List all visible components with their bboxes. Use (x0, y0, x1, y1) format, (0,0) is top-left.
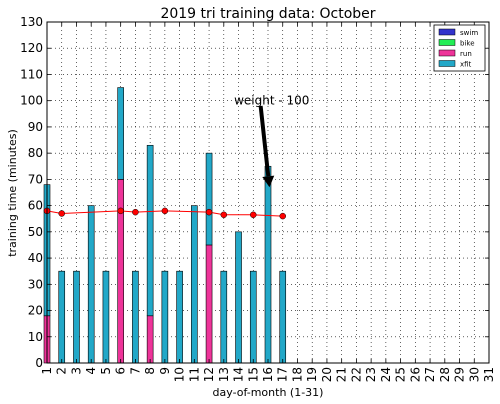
x-tick-label: 19 (305, 367, 319, 382)
annotation-arrow-shaft (258, 105, 271, 177)
x-tick-label: 22 (349, 367, 363, 382)
y-tick-label: 60 (28, 199, 43, 213)
x-tick-label: 16 (261, 367, 275, 382)
y-tick-label: 20 (28, 304, 43, 318)
weight-point (205, 208, 213, 216)
legend: swim bike run xfit (433, 24, 486, 72)
x-tick-label: 1 (40, 367, 54, 375)
x-tick-label: 27 (423, 367, 437, 382)
x-tick-label: 4 (84, 367, 98, 375)
bar-xfit (117, 87, 124, 180)
x-tick-label: 15 (246, 367, 260, 382)
y-tick-label: 40 (28, 251, 43, 265)
x-tick-label: 2 (55, 367, 69, 375)
y-tick-label: 110 (20, 67, 43, 81)
x-tick-label: 31 (482, 367, 496, 382)
bar-run (117, 179, 124, 364)
y-tick-label: 130 (20, 15, 43, 29)
weight-point (161, 207, 169, 215)
x-tick-label: 11 (187, 367, 201, 382)
bar-run (205, 244, 213, 364)
y-tick-label: 50 (28, 225, 43, 239)
x-tick-label: 12 (202, 367, 216, 382)
y-tick-label: 0 (35, 356, 43, 370)
legend-label-bike: bike (460, 40, 475, 48)
bar-xfit (249, 270, 257, 364)
y-tick-label: 70 (28, 172, 43, 186)
x-tick-label: 14 (232, 367, 246, 382)
bar-xfit (279, 270, 287, 364)
legend-swatch-xfit (438, 60, 456, 67)
x-tick-label: 13 (217, 367, 231, 382)
bar-xfit (220, 270, 228, 364)
bar-xfit (235, 231, 242, 364)
weight-point (117, 207, 124, 215)
legend-label-swim: swim (460, 29, 478, 37)
x-tick-label: 7 (128, 367, 142, 375)
weight-point (220, 211, 228, 219)
legend-label-run: run (460, 50, 472, 58)
bar-xfit (73, 270, 80, 364)
bar-xfit (205, 152, 213, 246)
legend-label-xfit: xfit (460, 61, 472, 69)
x-tick-label: 26 (408, 367, 422, 382)
legend-swatch-bike (438, 39, 456, 46)
bar-xfit (191, 205, 198, 364)
weight-point (132, 208, 139, 216)
legend-swatch-run (438, 49, 456, 57)
y-axis-label: training time (minutes) (6, 129, 19, 257)
bar-xfit (146, 144, 154, 317)
bar-xfit (102, 270, 110, 364)
x-tick-label: 30 (467, 367, 481, 382)
y-tick-label: 120 (20, 41, 43, 55)
weight-point (279, 212, 286, 220)
bar-xfit (87, 205, 95, 364)
bar-xfit (161, 270, 169, 364)
annotation-text: weight - 100 (234, 94, 309, 108)
weight-point (58, 210, 65, 217)
x-tick-label: 23 (364, 367, 378, 382)
x-axis-label: day-of-month (1-31) (213, 386, 324, 399)
x-tick-label: 29 (453, 367, 467, 382)
y-tick-label: 80 (28, 146, 43, 160)
x-tick-label: 5 (99, 367, 113, 375)
chart-title: 2019 tri training data: October (160, 6, 375, 22)
weight-point (250, 211, 257, 219)
x-tick-label: 28 (438, 367, 452, 382)
x-tick-label: 18 (290, 367, 304, 382)
bar-xfit (176, 270, 183, 364)
legend-swatch-swim (438, 28, 456, 36)
x-tick-label: 21 (335, 367, 349, 382)
plot-area: weight - 1000102030405060708090100110120… (20, 15, 496, 382)
x-tick-label: 10 (173, 367, 187, 382)
x-tick-label: 6 (114, 367, 128, 375)
bar-xfit (264, 165, 272, 364)
x-tick-label: 24 (379, 367, 393, 382)
x-tick-label: 3 (69, 367, 83, 375)
y-tick-label: 10 (28, 330, 43, 344)
x-tick-label: 9 (158, 367, 172, 375)
x-tick-label: 25 (394, 367, 408, 382)
annotation-arrow-head (262, 175, 275, 188)
y-tick-label: 100 (20, 94, 43, 108)
x-tick-label: 20 (320, 367, 334, 382)
x-tick-label: 8 (143, 367, 157, 375)
x-tick-label: 17 (276, 367, 290, 382)
bar-xfit (58, 270, 66, 364)
y-tick-label: 90 (28, 120, 43, 134)
bar-run (146, 315, 154, 364)
bar-xfit (132, 270, 139, 364)
y-tick-label: 30 (28, 277, 43, 291)
